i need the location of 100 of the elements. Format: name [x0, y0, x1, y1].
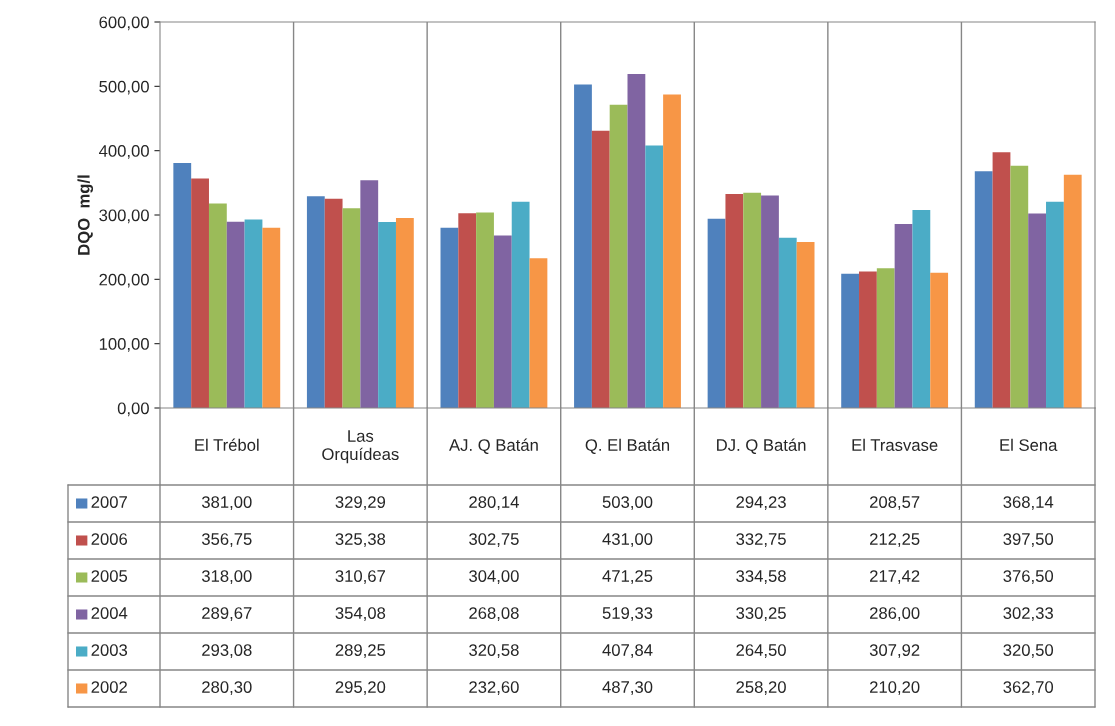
bar: [743, 192, 762, 408]
data-label: 232,60: [469, 681, 519, 695]
data-label: 210,20: [870, 681, 920, 695]
bar: [627, 73, 646, 408]
bar: [1010, 165, 1029, 408]
data-label: 264,50: [736, 644, 786, 658]
data-label: 325,38: [335, 533, 386, 547]
bar: [226, 221, 245, 408]
bar: [663, 94, 681, 408]
bar: [511, 201, 530, 408]
data-label: 332,75: [736, 533, 786, 547]
data-label: 307,92: [869, 644, 920, 658]
bar: [876, 268, 895, 408]
legend-label: 2006: [91, 533, 128, 545]
data-label: 368,14: [1003, 496, 1054, 510]
data-label: 302,33: [1003, 607, 1053, 621]
x-tick-label: Q. El Batán: [585, 438, 670, 454]
x-tick-label: El Sena: [1000, 438, 1058, 451]
bar: [262, 227, 281, 408]
data-label: 356,75: [201, 533, 252, 547]
data-label: 302,75: [469, 533, 519, 547]
x-tick-label: El Trébol: [195, 438, 259, 451]
bar: [574, 84, 592, 408]
bar: [342, 208, 361, 408]
bar: [725, 193, 744, 408]
data-label: 310,67: [335, 570, 386, 584]
x-tick-label: El Trasvase: [852, 438, 938, 451]
bar: [244, 219, 263, 408]
bar: [859, 271, 877, 408]
legend-label: 2003: [91, 644, 128, 656]
bar: [591, 130, 610, 408]
data-label: 519,33: [602, 607, 653, 621]
data-label: 294,23: [736, 496, 786, 510]
bar: [360, 180, 379, 408]
x-tick-label: Las Orquídeas: [322, 430, 399, 464]
y-tick-label: 600,00: [99, 16, 149, 31]
y-tick-label: 100,00: [99, 338, 149, 352]
bar: [912, 209, 931, 408]
data-label: 407,84: [602, 644, 653, 658]
data-label: 376,50: [1003, 570, 1054, 584]
y-tick-label: 300,00: [99, 209, 149, 224]
data-label: 431,00: [602, 533, 653, 547]
data-label: 295,20: [335, 681, 386, 695]
y-tick-label: 200,00: [99, 273, 149, 288]
y-axis-title: DQO mg/l: [77, 175, 94, 255]
bar: [395, 218, 414, 408]
data-label: 381,00: [201, 496, 252, 510]
bar: [191, 178, 209, 408]
data-label: 334,58: [736, 570, 786, 584]
bar: [458, 213, 477, 408]
y-tick-label: 400,00: [98, 145, 149, 159]
y-tick-label: 0,00: [117, 402, 149, 417]
bar: [778, 237, 797, 408]
data-label: 330,25: [736, 607, 786, 621]
data-label: 280,30: [202, 681, 252, 695]
bar: [992, 152, 1011, 408]
data-label: 289,67: [202, 607, 252, 621]
data-label: 293,08: [202, 644, 252, 658]
bar: [306, 196, 325, 408]
legend-label: 2002: [91, 681, 127, 693]
data-label: 304,00: [469, 570, 519, 584]
x-tick-label: AJ. Q Batán: [449, 438, 538, 454]
bar: [894, 224, 913, 408]
data-label: 286,00: [870, 607, 920, 621]
bar: [841, 273, 860, 408]
bar: [1063, 174, 1082, 408]
data-label: 397,50: [1003, 533, 1054, 547]
data-label: 212,25: [870, 533, 920, 547]
bar: [493, 235, 512, 408]
data-label: 354,08: [335, 607, 386, 621]
bar: [930, 272, 949, 408]
data-label: 268,08: [469, 607, 519, 621]
bar: [609, 104, 628, 408]
bar: [208, 203, 227, 408]
bar: [476, 212, 494, 408]
data-label: 280,14: [469, 496, 519, 510]
data-label: 320,50: [1003, 644, 1054, 658]
data-label: 471,25: [602, 570, 653, 584]
legend-label: 2005: [91, 570, 128, 582]
bar: [173, 162, 192, 408]
data-label: 208,57: [870, 496, 920, 510]
data-label: 217,42: [870, 570, 920, 584]
data-label: 503,00: [602, 496, 653, 510]
bar: [1046, 201, 1064, 408]
legend-label: 2004: [91, 607, 128, 619]
data-label: 329,29: [335, 496, 386, 510]
legend-label: 2007: [91, 496, 127, 508]
bar: [761, 195, 779, 408]
data-label: 318,00: [201, 570, 252, 584]
data-label: 258,20: [736, 681, 786, 695]
x-tick-label: DJ. Q Batán: [717, 438, 806, 454]
bar: [645, 145, 664, 408]
bar: [440, 227, 459, 408]
y-tick-label: 500,00: [99, 80, 149, 95]
bar: [796, 241, 815, 408]
bar: [529, 258, 548, 408]
bar: [324, 198, 343, 408]
data-label: 289,25: [335, 644, 386, 658]
bar: [1028, 213, 1047, 408]
data-label: 487,30: [602, 681, 653, 695]
